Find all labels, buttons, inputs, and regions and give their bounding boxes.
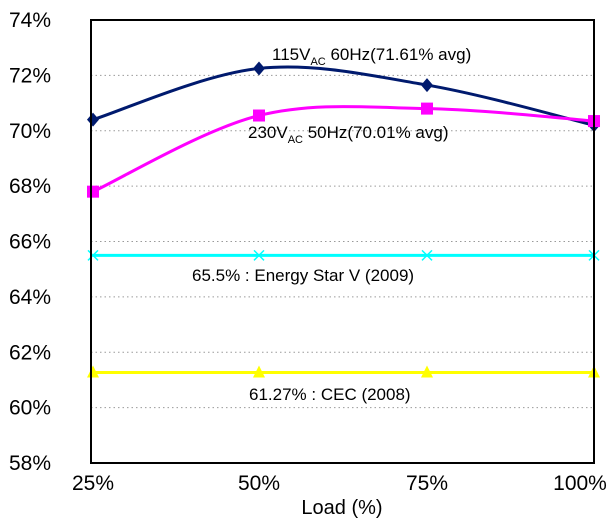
series-line-s230: [92, 105, 595, 194]
x-tick-label: 75%: [406, 472, 448, 495]
annotation-cec: 61.27% : CEC (2008): [249, 385, 411, 404]
y-tick-label: 58%: [9, 452, 51, 475]
marker-estar: [421, 249, 433, 261]
marker-estar: [87, 249, 99, 261]
y-tick-label: 64%: [9, 286, 51, 309]
annotation-energy-star: 65.5% : Energy Star V (2009): [192, 266, 414, 285]
marker-s230: [87, 185, 99, 198]
y-tick-label: 66%: [9, 231, 51, 254]
annotation-115vac-post: 60Hz(71.61% avg): [326, 45, 472, 64]
series-markers: [87, 61, 600, 378]
x-tick-label: 100%: [553, 472, 607, 495]
plot-frame: [90, 19, 595, 464]
annotation-115vac-sub: AC: [310, 56, 325, 68]
annotation-115vac: 115VAC 60Hz(71.61% avg): [272, 45, 471, 68]
annotation-115vac-pre: 115V: [272, 45, 311, 64]
y-tick-label: 70%: [9, 120, 51, 143]
marker-cec: [253, 365, 265, 378]
marker-cec: [421, 365, 433, 378]
x-axis-title: Load (%): [301, 497, 382, 519]
gridlines: [91, 74, 594, 409]
marker-s230: [253, 109, 265, 122]
marker-s230: [421, 102, 433, 115]
x-tick-labels: 25% 50% 75% 100%: [72, 472, 607, 495]
y-tick-labels: 58% 60% 62% 64% 66% 68% 70% 72% 74%: [9, 9, 51, 475]
y-tick-label: 60%: [9, 397, 51, 420]
annotation-230vac: 230VAC 50Hz(70.01% avg): [248, 123, 449, 146]
y-tick-label: 72%: [9, 64, 51, 87]
y-tick-label: 74%: [9, 9, 51, 32]
y-tick-label: 62%: [9, 341, 51, 364]
marker-s115: [253, 61, 265, 76]
x-tick-label: 50%: [238, 472, 280, 495]
annotation-230vac-post: 50Hz(70.01% avg): [303, 123, 449, 142]
annotation-230vac-pre: 230V: [248, 123, 288, 142]
marker-s115: [421, 78, 433, 93]
annotation-230vac-sub: AC: [288, 134, 303, 146]
x-tick-label: 25%: [72, 472, 114, 495]
series-lines: [92, 65, 595, 374]
marker-estar: [253, 249, 265, 261]
y-tick-label: 68%: [9, 175, 51, 198]
series-line-s115: [92, 65, 595, 127]
